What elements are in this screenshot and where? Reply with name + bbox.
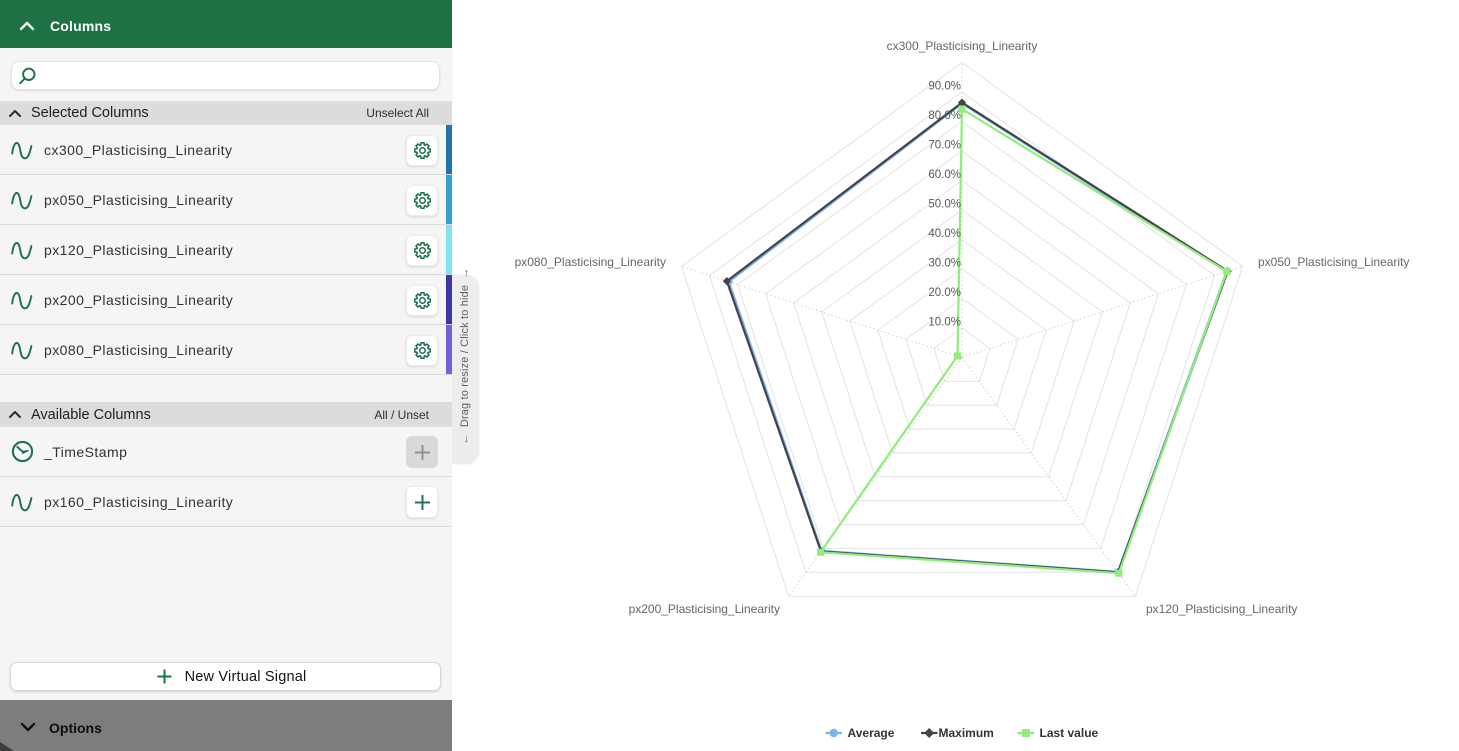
svg-text:cx300_Plasticising_Linearity: cx300_Plasticising_Linearity xyxy=(887,39,1038,53)
svg-text:40.0%: 40.0% xyxy=(928,228,961,240)
svg-text:px120_Plasticising_Linearity: px120_Plasticising_Linearity xyxy=(1146,602,1297,616)
svg-text:90.0%: 90.0% xyxy=(928,81,961,93)
svg-text:px050_Plasticising_Linearity: px050_Plasticising_Linearity xyxy=(1258,255,1409,269)
svg-text:px200_Plasticising_Linearity: px200_Plasticising_Linearity xyxy=(629,602,780,616)
svg-text:Last value: Last value xyxy=(1040,726,1099,740)
svg-text:50.0%: 50.0% xyxy=(928,199,961,211)
svg-text:Average: Average xyxy=(848,726,895,740)
svg-text:px080_Plasticising_Linearity: px080_Plasticising_Linearity xyxy=(515,255,666,269)
svg-text:60.0%: 60.0% xyxy=(928,169,961,181)
svg-text:Maximum: Maximum xyxy=(939,726,994,740)
svg-text:20.0%: 20.0% xyxy=(928,287,961,299)
svg-text:80.0%: 80.0% xyxy=(928,110,961,122)
svg-text:30.0%: 30.0% xyxy=(928,258,961,270)
svg-text:70.0%: 70.0% xyxy=(928,140,961,152)
svg-text:10.0%: 10.0% xyxy=(928,317,961,329)
